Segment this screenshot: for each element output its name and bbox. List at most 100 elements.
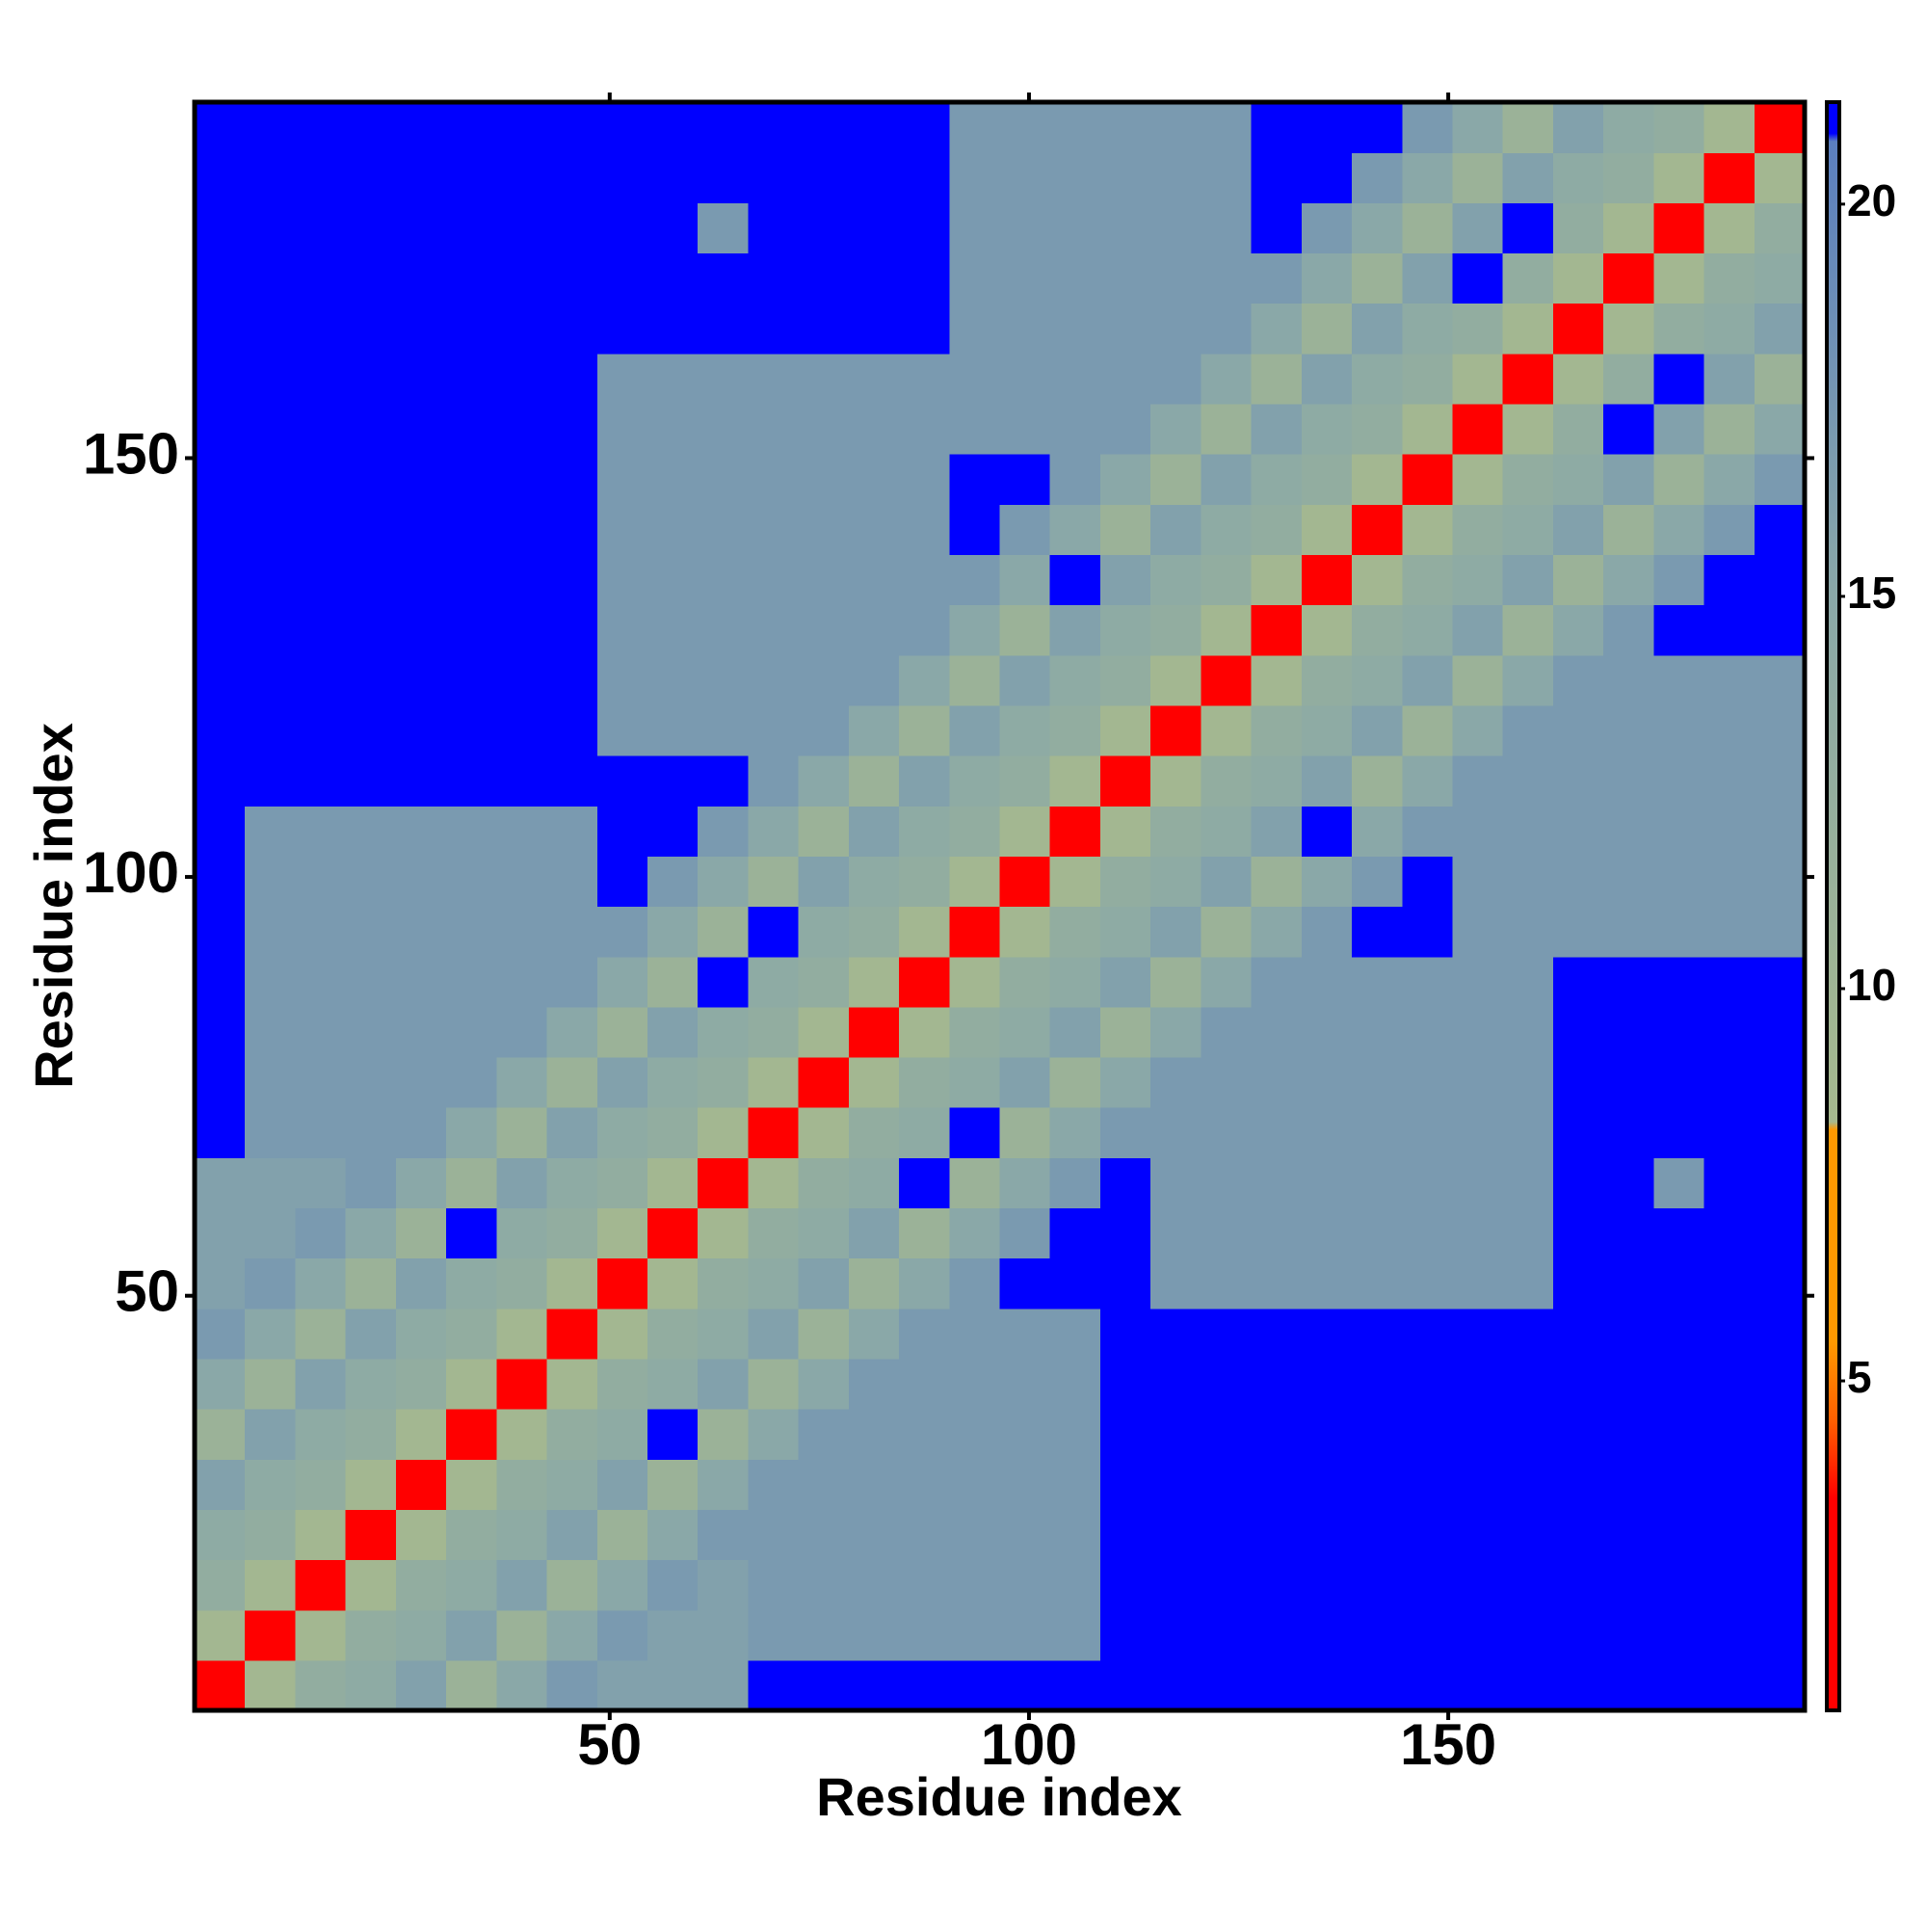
- colorbar-tick-label: 15: [1847, 568, 1896, 618]
- heatmap-cell: [1552, 102, 1604, 153]
- heatmap-cell: [1150, 604, 1201, 656]
- heatmap-cell: [748, 956, 800, 1008]
- heatmap-cell: [848, 1659, 900, 1711]
- heatmap-cell: [798, 856, 850, 908]
- heatmap-cell: [999, 1056, 1051, 1108]
- x-axis-label: Residue index: [816, 1766, 1182, 1827]
- heatmap-cell: [1402, 1257, 1454, 1310]
- heatmap-cell: [899, 504, 950, 556]
- heatmap-cell: [245, 956, 297, 1008]
- heatmap-cell: [1301, 956, 1353, 1008]
- heatmap-cell: [546, 1609, 598, 1661]
- heatmap-cell: [1251, 1207, 1303, 1259]
- heatmap-cell: [1603, 1207, 1654, 1259]
- heatmap-cell: [1402, 1659, 1454, 1711]
- heatmap-cell: [195, 1659, 246, 1711]
- heatmap-cell: [1352, 1659, 1403, 1711]
- heatmap-cell: [647, 1659, 699, 1711]
- heatmap-cell: [195, 704, 246, 756]
- heatmap-cell: [899, 956, 950, 1008]
- heatmap-cell: [546, 403, 598, 455]
- heatmap-cell: [1502, 202, 1554, 254]
- heatmap-cell: [1402, 202, 1454, 254]
- heatmap-cell: [1754, 1659, 1806, 1711]
- heatmap-cell: [647, 1107, 699, 1158]
- heatmap-cell: [1703, 1509, 1755, 1561]
- heatmap-cell: [1352, 1358, 1403, 1410]
- heatmap-cell: [748, 1308, 800, 1360]
- heatmap-cell: [1653, 454, 1705, 505]
- heatmap-cell: [1251, 554, 1303, 606]
- heatmap-cell: [546, 956, 598, 1008]
- heatmap-cell: [899, 856, 950, 908]
- heatmap-cell: [647, 704, 699, 756]
- heatmap-cell: [1402, 654, 1454, 706]
- heatmap-cell: [395, 906, 447, 958]
- heatmap-cell: [446, 303, 497, 355]
- heatmap-cell: [1452, 403, 1504, 455]
- heatmap-cell: [1049, 806, 1101, 857]
- heatmap-cell: [245, 755, 297, 807]
- heatmap-cell: [1703, 504, 1755, 556]
- heatmap-cell: [1452, 1358, 1504, 1410]
- heatmap-cell: [345, 856, 397, 908]
- heatmap-cell: [446, 604, 497, 656]
- heatmap-cell: [446, 755, 497, 807]
- heatmap-cell: [899, 806, 950, 857]
- heatmap-cell: [1552, 303, 1604, 355]
- heatmap-cell: [1301, 704, 1353, 756]
- heatmap-cell: [899, 755, 950, 807]
- heatmap-cell: [546, 1006, 598, 1058]
- heatmap-cell: [1754, 1459, 1806, 1510]
- heatmap-cell: [295, 1409, 347, 1460]
- heatmap-cell: [1754, 454, 1806, 505]
- heatmap-cell: [546, 1157, 598, 1209]
- heatmap-cell: [1251, 856, 1303, 908]
- heatmap-cell: [496, 604, 548, 656]
- heatmap-cell: [848, 1107, 900, 1158]
- heatmap-cell: [1703, 1459, 1755, 1510]
- heatmap-cell: [999, 1107, 1051, 1158]
- heatmap-cell: [1352, 202, 1403, 254]
- heatmap-cell: [195, 1257, 246, 1310]
- heatmap-cell: [1201, 654, 1253, 706]
- heatmap-cell: [1603, 1107, 1654, 1158]
- heatmap-cell: [949, 906, 1001, 958]
- heatmap-cell: [195, 1509, 246, 1561]
- heatmap-cell: [1402, 353, 1454, 405]
- heatmap-cell: [1251, 956, 1303, 1008]
- heatmap-cell: [195, 202, 246, 254]
- heatmap-cell: [899, 454, 950, 505]
- heatmap-cell: [949, 202, 1001, 254]
- heatmap-cell: [496, 1358, 548, 1410]
- heatmap-cell: [1452, 1559, 1504, 1611]
- heatmap-cell: [596, 504, 648, 556]
- heatmap-cell: [496, 353, 548, 405]
- heatmap-cell: [1603, 1056, 1654, 1108]
- heatmap-cell: [395, 252, 447, 304]
- heatmap-cell: [496, 454, 548, 505]
- heatmap-cell: [1099, 504, 1151, 556]
- heatmap-cell: [1150, 806, 1201, 857]
- heatmap-cell: [1603, 1157, 1654, 1209]
- heatmap-cell: [1150, 1509, 1201, 1561]
- heatmap-cell: [546, 1659, 598, 1711]
- heatmap-cell: [1352, 252, 1403, 304]
- heatmap-cell: [1653, 1358, 1705, 1410]
- heatmap-cell: [1502, 303, 1554, 355]
- heatmap-cell: [748, 906, 800, 958]
- heatmap-cell: [345, 654, 397, 706]
- heatmap-cell: [798, 1559, 850, 1611]
- heatmap-cell: [1099, 704, 1151, 756]
- heatmap-cell: [1653, 1257, 1705, 1310]
- heatmap-cell: [1452, 906, 1504, 958]
- heatmap-cell: [1703, 654, 1755, 706]
- heatmap-cell: [1352, 704, 1403, 756]
- heatmap-cell: [698, 102, 750, 153]
- heatmap-cell: [848, 1559, 900, 1611]
- heatmap-cell: [496, 1559, 548, 1611]
- heatmap-cell: [1099, 1157, 1151, 1209]
- heatmap-cell: [1402, 1056, 1454, 1108]
- heatmap-cell: [1201, 856, 1253, 908]
- heatmap-cell: [1603, 202, 1654, 254]
